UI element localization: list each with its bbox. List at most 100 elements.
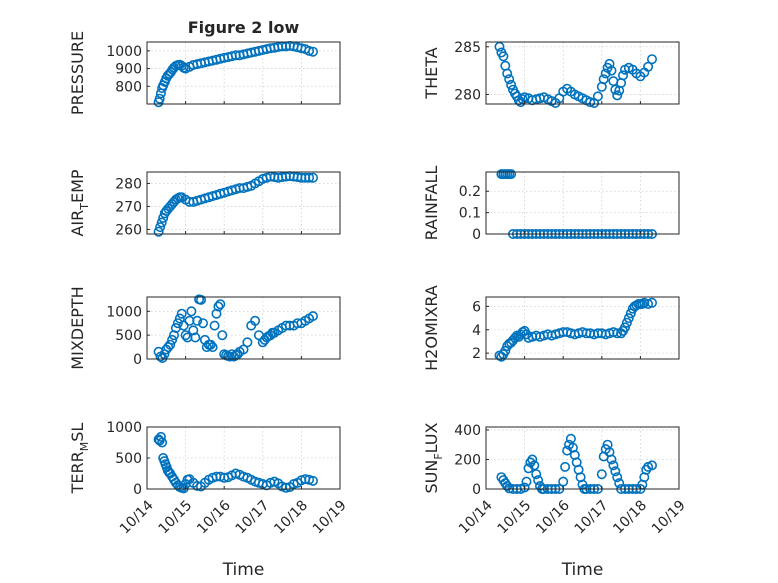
y-tick-label: 2 xyxy=(472,346,481,362)
data-point xyxy=(604,58,615,69)
x-axis-label: Time xyxy=(222,560,265,580)
x-tick-label: 10/15 xyxy=(495,497,535,537)
y-tick-label: 0 xyxy=(133,352,142,368)
x-tick-label: 10/16 xyxy=(533,497,573,537)
axes-frame xyxy=(485,171,680,235)
data-point xyxy=(612,90,623,101)
data-point xyxy=(502,68,513,79)
x-tick-label: 10/18 xyxy=(271,497,311,537)
data-point xyxy=(186,306,197,317)
marker-series xyxy=(153,431,318,494)
data-point xyxy=(190,332,201,343)
data-point xyxy=(280,482,291,493)
data-point xyxy=(531,469,542,480)
y-axis-label: SUNFLUX xyxy=(422,422,445,493)
y-tick-label: 260 xyxy=(115,222,142,238)
marker-series xyxy=(153,171,318,237)
figure-title: Figure 2 low xyxy=(188,18,300,37)
data-point xyxy=(606,65,617,76)
data-point xyxy=(519,482,530,493)
data-point xyxy=(612,472,623,483)
data-point xyxy=(623,313,634,324)
y-axis-label: H2OMIXRA xyxy=(422,285,441,371)
y-tick-label: 285 xyxy=(454,40,481,56)
x-tick-label: 10/17 xyxy=(233,497,273,537)
data-point xyxy=(178,320,189,331)
data-point xyxy=(307,475,318,486)
data-point xyxy=(521,476,532,487)
data-point xyxy=(617,70,628,81)
y-tick-label: 280 xyxy=(115,176,142,192)
x-tick-label: 10/16 xyxy=(194,497,234,537)
data-point xyxy=(646,460,657,471)
y-tick-label: 900 xyxy=(115,62,142,78)
data-point xyxy=(598,74,609,85)
subplot-mixdepth: 0 500 1000 MIXDEPTH xyxy=(68,286,341,370)
data-point xyxy=(205,339,216,350)
y-tick-label: 270 xyxy=(115,199,142,215)
data-point xyxy=(188,325,199,336)
marker-series xyxy=(153,40,318,108)
data-point xyxy=(517,94,528,105)
marker-series xyxy=(494,41,657,109)
y-tick-label: 6 xyxy=(472,299,481,315)
data-point xyxy=(614,478,625,489)
data-point xyxy=(596,469,607,480)
data-point xyxy=(165,339,176,350)
data-point xyxy=(215,299,226,310)
y-tick-label: 280 xyxy=(454,87,481,103)
subplot-theta: 280 285 THETA xyxy=(422,40,680,109)
marker-series xyxy=(494,297,657,362)
axes-frame xyxy=(485,41,680,105)
y-tick-label: 0 xyxy=(133,482,142,498)
x-tick-label: 10/14 xyxy=(456,497,496,537)
y-tick-label: 0.1 xyxy=(459,206,481,222)
data-point xyxy=(155,431,166,442)
data-point xyxy=(169,330,180,341)
data-point xyxy=(307,46,318,57)
y-axis-label: MIXDEPTH xyxy=(68,286,87,369)
data-point xyxy=(196,294,207,305)
data-point xyxy=(498,51,509,62)
data-point xyxy=(523,463,534,474)
y-tick-label: 1000 xyxy=(106,44,142,60)
data-point xyxy=(156,217,167,228)
data-point xyxy=(180,330,191,341)
data-point xyxy=(304,45,315,56)
y-tick-label: 500 xyxy=(115,328,142,344)
data-point xyxy=(504,74,515,85)
subplot-air-temp: 260 270 280 AIRTEMP xyxy=(68,169,341,238)
y-tick-label: 1000 xyxy=(106,420,142,436)
y-tick-label: 200 xyxy=(454,452,481,468)
axes-frame xyxy=(146,296,341,360)
subplot-rainfall: 0 0.1 0.2 RAINFALL xyxy=(422,166,680,243)
y-tick-label: 0.2 xyxy=(459,184,481,200)
data-point xyxy=(606,454,617,465)
data-point xyxy=(592,91,603,102)
y-axis-label: TERRMSL xyxy=(68,423,91,495)
data-point xyxy=(643,61,654,72)
axes-frame xyxy=(146,41,341,105)
marker-series xyxy=(153,294,318,363)
data-point xyxy=(307,311,318,322)
axes-frame xyxy=(146,171,341,235)
x-tick-label: 10/17 xyxy=(572,497,612,537)
data-point xyxy=(558,476,569,487)
subplot-h2omixra: 2 4 6 H2OMIXRA xyxy=(422,285,680,371)
data-point xyxy=(211,308,222,319)
data-point xyxy=(506,79,517,90)
data-point xyxy=(610,84,621,95)
data-point xyxy=(155,222,166,233)
data-point xyxy=(172,318,183,329)
data-point xyxy=(307,172,318,183)
data-point xyxy=(209,320,220,331)
y-axis-label: THETA xyxy=(422,47,441,99)
y-tick-label: 500 xyxy=(115,451,142,467)
x-tick-label: 10/15 xyxy=(156,497,196,537)
data-point xyxy=(619,322,630,333)
x-axis-label: Time xyxy=(561,560,604,580)
data-point xyxy=(646,54,657,65)
